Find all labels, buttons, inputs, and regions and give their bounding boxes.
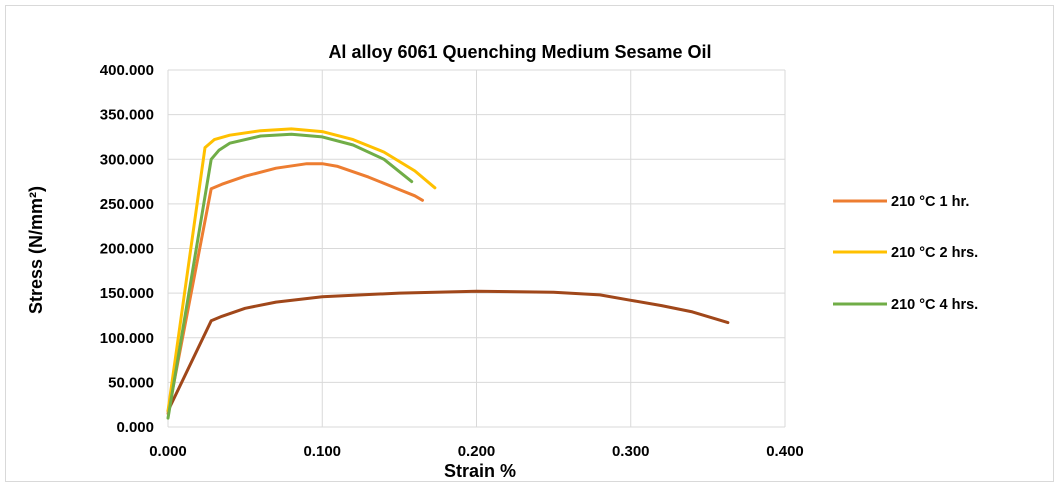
legend: 210 °C 1 hr. 210 °C 2 hrs. 210 °C 4 hrs. bbox=[833, 194, 978, 313]
legend-label: 210 °C 2 hrs. bbox=[891, 245, 978, 261]
x-tick-label: 0.400 bbox=[766, 443, 804, 460]
y-tick-label: 200.000 bbox=[100, 241, 154, 258]
x-tick-label: 0.000 bbox=[149, 443, 187, 460]
legend-label: 210 °C 1 hr. bbox=[891, 194, 969, 210]
x-tick-label: 0.200 bbox=[458, 443, 496, 460]
series-line-unlabeled bbox=[166, 289, 730, 413]
chart-title: Al alloy 6061 Quenching Medium Sesame Oi… bbox=[328, 42, 711, 62]
y-axis-label: Stress (N/mm²) bbox=[26, 186, 46, 314]
x-tick-label: 0.100 bbox=[303, 443, 341, 460]
y-tick-label: 0.000 bbox=[116, 419, 154, 436]
x-tick-label: 0.300 bbox=[612, 443, 650, 460]
x-axis-ticks: 0.000 0.100 0.200 0.300 0.400 bbox=[149, 443, 804, 460]
y-tick-label: 50.000 bbox=[108, 374, 154, 391]
y-tick-label: 350.000 bbox=[100, 107, 154, 124]
y-tick-label: 250.000 bbox=[100, 196, 154, 213]
series-line-210-c-4-hrs bbox=[166, 132, 414, 420]
stress-strain-chart: Al alloy 6061 Quenching Medium Sesame Oi… bbox=[26, 42, 978, 481]
series-line-210-c-2-hrs bbox=[166, 127, 437, 413]
x-axis-label: Strain % bbox=[444, 461, 516, 481]
y-tick-label: 150.000 bbox=[100, 285, 154, 302]
y-tick-label: 100.000 bbox=[100, 330, 154, 347]
y-tick-label: 400.000 bbox=[100, 62, 154, 79]
y-tick-label: 300.000 bbox=[100, 151, 154, 168]
y-axis-ticks: 0.000 50.000 100.000 150.000 200.000 250.000 3… bbox=[100, 62, 154, 436]
legend-label: 210 °C 4 hrs. bbox=[891, 297, 978, 313]
series-lines bbox=[166, 127, 730, 420]
series-line-210-c-1-hr bbox=[166, 162, 424, 416]
gridlines bbox=[167, 69, 786, 428]
chart-frame: Al alloy 6061 Quenching Medium Sesame Oi… bbox=[5, 5, 1054, 482]
